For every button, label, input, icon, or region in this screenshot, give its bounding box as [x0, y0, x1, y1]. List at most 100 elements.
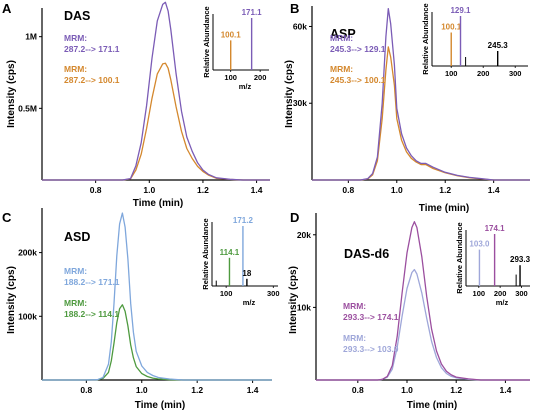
x-tick-label: 1.4 — [488, 185, 500, 195]
x-tick-label: 1.2 — [439, 185, 451, 195]
inset-peak-label: 171.2 — [233, 216, 254, 225]
y-axis-label: Intensity (cps) — [6, 60, 17, 128]
panel-letter: B — [290, 1, 299, 16]
inset-background — [213, 8, 269, 70]
x-tick-label: 1.0 — [143, 185, 155, 195]
inset-x-tick-label: 100 — [220, 289, 233, 298]
y-axis-label: Intensity (cps) — [284, 60, 295, 128]
inset-peak-label: 174.1 — [485, 224, 506, 233]
inset-x-tick-label: 100 — [445, 69, 458, 78]
panel-title: ASP — [330, 27, 356, 41]
inset-peak-label: 129.1 — [450, 6, 471, 15]
y-tick-label: 60k — [293, 21, 307, 31]
inset-peak-label: 293.3 — [510, 255, 531, 264]
x-tick-label: 1.2 — [191, 385, 203, 395]
panel-letter: D — [290, 210, 299, 225]
inset-peak-label: 18 — [242, 269, 251, 278]
panel-letter: C — [2, 210, 12, 225]
mrm-label: MRM: — [64, 64, 87, 74]
mrm-transition: 245.3--> 129.1 — [330, 44, 386, 54]
inset-peak-label: 171.1 — [242, 8, 263, 17]
inset-x-axis-label: m/z — [496, 298, 509, 307]
panel-d: D DAS-d6 0.8 1.0 1.2 1.4 10k 20k Time (min) Inten… — [288, 210, 531, 411]
mrm-transition: 287.2--> 100.1 — [64, 75, 120, 85]
x-tick-label: 0.8 — [342, 185, 354, 195]
x-tick-label: 0.8 — [80, 385, 92, 395]
mrm-transition: 188.2--> 114.1 — [64, 309, 119, 319]
series-line-0 — [312, 7, 530, 181]
mrm-transition: 188.2--> 171.1 — [64, 277, 120, 287]
x-tick-label: 0.8 — [352, 385, 364, 395]
inset-peak-label: 114.1 — [220, 248, 240, 257]
inset-y-axis-label: Relative Abundance — [421, 3, 430, 74]
y-tick-label: 20k — [297, 230, 311, 240]
y-tick-label: 1M — [25, 32, 37, 42]
inset-x-tick-label: 200 — [494, 289, 507, 298]
y-tick-label: 10k — [297, 302, 311, 312]
x-tick-label: 1.4 — [499, 385, 511, 395]
inset-y-axis-label: Relative Abundance — [202, 6, 211, 77]
inset-mass-spectrum: 100 200 300 Relative Abundance 100.1 129.1 245… — [421, 3, 528, 78]
inset-x-tick-label: 100 — [224, 73, 237, 82]
y-axis-label: Intensity (cps) — [288, 266, 299, 334]
inset-x-tick-label: 300 — [509, 69, 522, 78]
x-axis-label: Time (min) — [407, 400, 457, 411]
x-tick-label: 1.4 — [247, 385, 259, 395]
panel-title: DAS — [64, 9, 90, 23]
series-line-0 — [316, 221, 530, 381]
panel-letter: A — [2, 1, 12, 16]
x-tick-label: 1.0 — [401, 385, 413, 395]
inset-mass-spectrum: 100 300 m/z Relative Abundance 114.1 171.2 18 — [201, 216, 280, 307]
mrm-label: MRM: — [343, 333, 366, 343]
mrm-label: MRM: — [330, 64, 353, 74]
inset-x-tick-label: 200 — [477, 69, 490, 78]
inset-x-tick-label: 300 — [515, 289, 528, 298]
panel-b: B ASP 0.8 1.0 1.2 1.4 30k 60k Time (min) Intensit… — [284, 1, 530, 214]
y-axis-label: Intensity (cps) — [6, 266, 17, 334]
x-tick-label: 1.4 — [251, 185, 263, 195]
mrm-transition: 293.3--> 103.0 — [343, 344, 399, 354]
x-tick-label: 1.2 — [197, 185, 209, 195]
x-tick-label: 1.0 — [391, 185, 403, 195]
x-axis-label: Time (min) — [135, 400, 185, 411]
x-axis-label: Time (min) — [419, 203, 469, 214]
y-tick-label: 200k — [18, 248, 37, 258]
panel-title: DAS-d6 — [344, 247, 389, 261]
inset-x-tick-label: 100 — [473, 289, 486, 298]
mrm-label: MRM: — [64, 266, 87, 276]
mrm-transition: 245.3--> 100.1 — [330, 75, 386, 85]
inset-peak-label: 103.0 — [469, 240, 490, 249]
x-tick-label: 0.8 — [90, 185, 102, 195]
inset-peak-label: 245.3 — [488, 41, 509, 50]
mrm-label: MRM: — [343, 301, 366, 311]
x-tick-label: 1.2 — [450, 385, 462, 395]
mrm-label: MRM: — [64, 298, 87, 308]
y-tick-label: 100k — [18, 311, 37, 321]
inset-x-axis-label: m/z — [243, 298, 256, 307]
mrm-transition: 293.3--> 174.1 — [343, 312, 399, 322]
panel-c: C ASD 0.8 1.0 1.2 1.4 100k 200k Time (min) Intens… — [2, 208, 280, 411]
inset-x-tick-label: 300 — [267, 289, 280, 298]
inset-background — [212, 216, 278, 286]
inset-x-tick-label: 200 — [254, 73, 267, 82]
mrm-label: MRM: — [330, 33, 353, 43]
inset-background — [466, 224, 530, 286]
mrm-transition: 287.2--> 171.1 — [64, 44, 120, 54]
mrm-label: MRM: — [64, 33, 87, 43]
x-tick-label: 1.0 — [136, 385, 148, 395]
panel-a: A DAS 0.8 1.0 1.2 1.4 0.5M 1M Time (min) Intensit… — [2, 1, 270, 209]
inset-y-axis-label: Relative Abundance — [455, 222, 464, 293]
inset-y-axis-label: Relative Abundance — [201, 218, 210, 289]
inset-background — [432, 6, 528, 66]
y-tick-label: 0.5M — [18, 103, 37, 113]
inset-peak-label: 100.1 — [221, 30, 242, 39]
inset-mass-spectrum: 100 200 300 m/z Relative Abundance 103.0 174.1… — [455, 222, 531, 307]
panel-title: ASD — [64, 230, 90, 244]
series-line-0 — [42, 1, 270, 181]
inset-x-axis-label: m/z — [239, 82, 252, 91]
y-tick-label: 30k — [293, 98, 307, 108]
series-line-0 — [42, 212, 272, 381]
inset-peak-label: 100.1 — [441, 23, 462, 32]
